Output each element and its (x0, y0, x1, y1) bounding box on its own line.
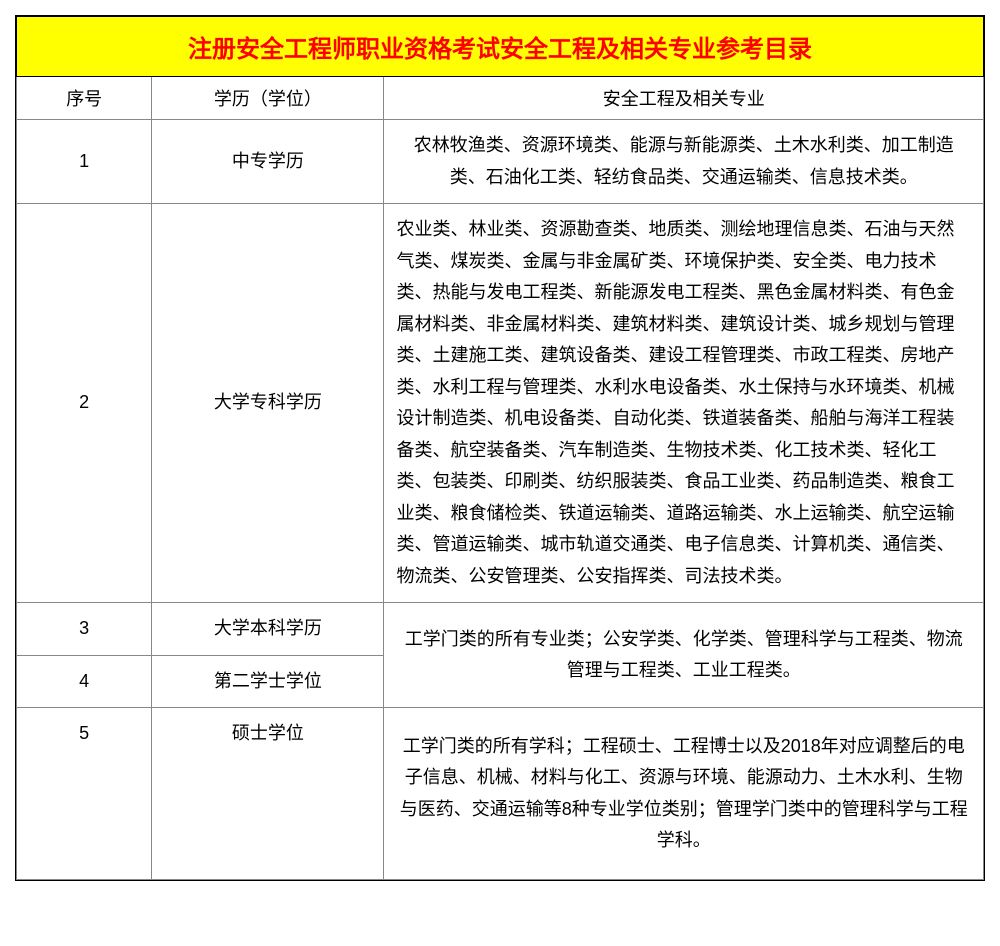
seq-cell: 2 (17, 204, 152, 603)
seq-cell: 4 (17, 655, 152, 708)
edu-cell-empty (152, 760, 384, 880)
major-cell: 农业类、林业类、资源勘查类、地质类、测绘地理信息类、石油与天然气类、煤炭类、金属… (384, 204, 984, 603)
seq-cell: 1 (17, 120, 152, 204)
edu-cell: 硕士学位 (152, 708, 384, 760)
header-edu: 学历（学位） (152, 77, 384, 120)
seq-cell-empty (17, 760, 152, 880)
reference-table: 注册安全工程师职业资格考试安全工程及相关专业参考目录 序号 学历（学位） 安全工… (16, 16, 984, 880)
table-row: 1 中专学历 农林牧渔类、资源环境类、能源与新能源类、土木水利类、加工制造类、石… (17, 120, 984, 204)
edu-cell: 大学本科学历 (152, 603, 384, 656)
seq-cell: 5 (17, 708, 152, 760)
table-row: 3 大学本科学历 工学门类的所有专业类；公安学类、化学类、管理科学与工程类、物流… (17, 603, 984, 656)
seq-cell: 3 (17, 603, 152, 656)
table-row: 5 硕士学位 工学门类的所有学科；工程硕士、工程博士以及2018年对应调整后的电… (17, 708, 984, 760)
major-cell-merged: 工学门类的所有专业类；公安学类、化学类、管理科学与工程类、物流管理与工程类、工业… (384, 603, 984, 708)
major-cell: 农林牧渔类、资源环境类、能源与新能源类、土木水利类、加工制造类、石油化工类、轻纺… (384, 120, 984, 204)
major-cell-merged: 工学门类的所有学科；工程硕士、工程博士以及2018年对应调整后的电子信息、机械、… (384, 708, 984, 880)
edu-cell: 中专学历 (152, 120, 384, 204)
header-row: 序号 学历（学位） 安全工程及相关专业 (17, 77, 984, 120)
header-seq: 序号 (17, 77, 152, 120)
edu-cell: 大学专科学历 (152, 204, 384, 603)
reference-table-container: 注册安全工程师职业资格考试安全工程及相关专业参考目录 序号 学历（学位） 安全工… (15, 15, 985, 881)
title-row: 注册安全工程师职业资格考试安全工程及相关专业参考目录 (17, 17, 984, 77)
table-row: 2 大学专科学历 农业类、林业类、资源勘查类、地质类、测绘地理信息类、石油与天然… (17, 204, 984, 603)
edu-cell: 第二学士学位 (152, 655, 384, 708)
table-title: 注册安全工程师职业资格考试安全工程及相关专业参考目录 (17, 17, 984, 77)
header-major: 安全工程及相关专业 (384, 77, 984, 120)
